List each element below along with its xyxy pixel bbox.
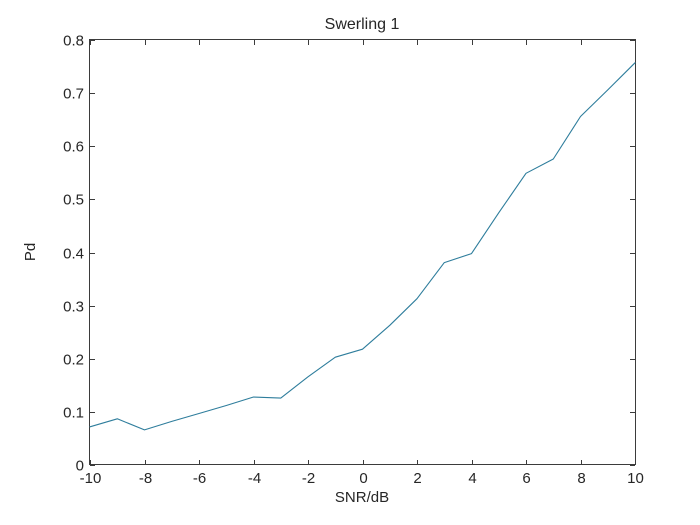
x-tick-label: -2	[302, 470, 315, 487]
y-tick-label: 0.2	[63, 352, 84, 369]
x-axis-ticks	[90, 40, 636, 465]
plot-box	[89, 39, 636, 465]
y-tick-label: 0.7	[63, 86, 84, 103]
y-tick-label: 0.3	[63, 299, 84, 316]
x-tick-label: -10	[80, 470, 102, 487]
y-tick-labels: 0 0.1 0.2 0.3 0.4 0.5 0.6 0.7 0.8	[63, 33, 84, 475]
x-tick-label: 4	[468, 470, 476, 487]
y-axis-ticks	[90, 40, 635, 466]
chart-title: Swerling 1	[325, 16, 400, 33]
x-tick-label: 0	[359, 470, 367, 487]
y-tick-label: 0.6	[63, 139, 84, 156]
y-tick-label: 0	[76, 458, 84, 475]
x-tick-label: -6	[193, 470, 206, 487]
x-tick-label: 10	[627, 470, 644, 487]
y-tick-label: 0.4	[63, 246, 84, 263]
x-tick-label: 8	[577, 470, 585, 487]
y-tick-label: 0.8	[63, 33, 84, 50]
plot-area: -10 -8 -6 -4 -2 0 2 4 6 8 10 0 0.1 0.2 0.3 0.4 0.5 0.6 0.…	[63, 33, 644, 488]
x-axis-label: SNR/dB	[335, 489, 389, 506]
x-tick-label: 2	[413, 470, 421, 487]
series-line	[89, 62, 636, 431]
x-tick-label: -4	[248, 470, 261, 487]
y-tick-label: 0.5	[63, 192, 84, 209]
y-axis-label: Pd	[22, 243, 39, 261]
x-tick-label: -8	[139, 470, 152, 487]
y-tick-label: 0.1	[63, 405, 84, 422]
x-tick-label: 6	[522, 470, 530, 487]
x-tick-labels: -10 -8 -6 -4 -2 0 2 4 6 8 10	[80, 470, 644, 487]
